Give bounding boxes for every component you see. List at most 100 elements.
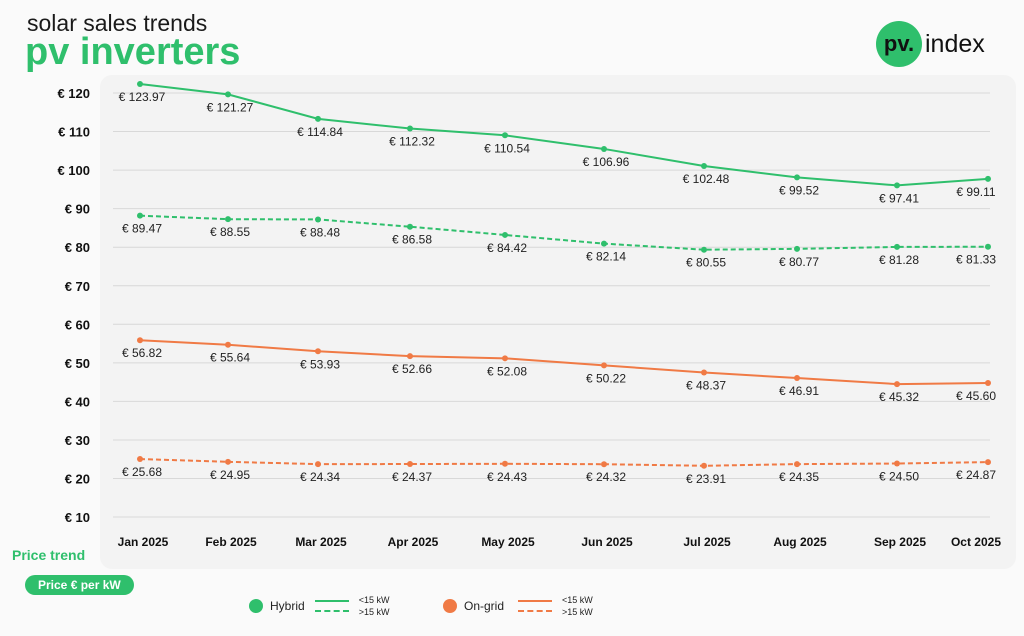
data-point <box>225 216 231 223</box>
y-tick-label: € 50 <box>65 356 90 371</box>
y-tick-label: € 90 <box>65 202 90 217</box>
data-label: € 123.97 <box>119 90 166 104</box>
y-tick-label: € 40 <box>65 394 90 409</box>
data-point <box>137 81 143 88</box>
data-point <box>701 369 707 376</box>
y-tick-label: € 30 <box>65 433 90 448</box>
data-point <box>794 375 800 382</box>
data-label: € 86.58 <box>392 233 432 247</box>
data-point <box>502 460 508 467</box>
data-label: € 110.54 <box>484 141 530 155</box>
data-point <box>407 461 413 468</box>
data-label: € 112.32 <box>389 134 435 148</box>
data-point <box>985 380 991 387</box>
data-point <box>894 243 900 250</box>
data-label: € 45.32 <box>879 390 919 404</box>
x-tick-label: May 2025 <box>481 535 535 549</box>
data-label: € 80.77 <box>779 255 819 269</box>
data-point <box>502 132 508 139</box>
unit-pill: Price € per kW <box>25 575 134 595</box>
data-point <box>225 91 231 98</box>
data-point <box>985 459 991 466</box>
data-label: € 81.28 <box>879 253 919 267</box>
data-label: € 106.96 <box>583 155 630 169</box>
data-label: € 88.48 <box>300 225 340 239</box>
solid-line-icon <box>518 600 553 602</box>
data-label: € 53.93 <box>300 357 340 371</box>
data-point <box>894 182 900 189</box>
data-label: € 24.35 <box>779 470 819 484</box>
data-label: € 24.32 <box>586 470 626 484</box>
data-point <box>315 115 321 122</box>
logo-mark: pv. <box>876 21 922 67</box>
data-point <box>407 125 413 132</box>
data-label: € 89.47 <box>122 222 162 236</box>
data-point <box>985 243 991 250</box>
data-label: € 52.66 <box>392 362 432 376</box>
data-label: € 24.43 <box>487 470 527 484</box>
legend-ongrid: On-grid <15 kW >15 kW <box>443 594 593 618</box>
data-point <box>601 461 607 468</box>
x-tick-label: Aug 2025 <box>773 535 827 549</box>
data-point <box>315 216 321 223</box>
data-label: € 88.55 <box>210 225 250 239</box>
data-point <box>794 245 800 252</box>
data-point <box>315 348 321 355</box>
data-label: € 24.34 <box>300 470 340 484</box>
data-label: € 114.84 <box>297 125 343 139</box>
y-tick-label: € 60 <box>65 317 90 332</box>
data-label: € 84.42 <box>487 241 527 255</box>
data-point <box>502 355 508 362</box>
legend-ongrid-label: On-grid <box>464 599 505 613</box>
data-point <box>894 460 900 467</box>
series-line <box>139 83 989 187</box>
y-tick-label: € 100 <box>57 163 90 178</box>
chart-subtitle: solar sales trends <box>27 10 208 36</box>
data-point <box>137 212 143 219</box>
data-label: € 24.50 <box>879 470 919 484</box>
data-point <box>601 362 607 369</box>
chart-title: pv inverters <box>25 31 241 73</box>
data-label: € 45.60 <box>956 389 996 403</box>
data-label: € 81.33 <box>956 253 996 267</box>
data-label: € 25.68 <box>122 465 162 479</box>
dashed-line-icon <box>314 610 349 612</box>
logo-word: index <box>925 29 985 58</box>
solid-line-icon <box>314 600 349 602</box>
data-point <box>701 462 707 469</box>
data-label: € 50.22 <box>586 371 626 385</box>
data-point <box>315 461 321 468</box>
x-tick-label: Apr 2025 <box>388 535 439 549</box>
data-point <box>225 341 231 348</box>
data-label: € 48.37 <box>686 378 726 392</box>
dashed-line-icon <box>518 610 553 612</box>
data-label: € 102.48 <box>683 172 730 186</box>
series-line <box>139 458 989 467</box>
legend-small: <15 kW <box>358 595 390 605</box>
data-label: € 24.37 <box>392 470 432 484</box>
x-tick-label: Sep 2025 <box>874 535 926 549</box>
data-point <box>894 381 900 388</box>
x-tick-label: Jul 2025 <box>683 535 731 549</box>
y-tick-label: € 70 <box>65 279 90 294</box>
data-point <box>407 223 413 230</box>
data-label: € 80.55 <box>686 256 726 270</box>
data-label: € 55.64 <box>210 351 250 365</box>
y-tick-label: € 20 <box>65 472 90 487</box>
data-point <box>794 461 800 468</box>
y-tick-label: € 120 <box>57 86 90 101</box>
data-label: € 46.91 <box>779 384 819 398</box>
series-line <box>139 214 989 251</box>
ongrid-dot-icon <box>443 599 457 613</box>
legend-small: <15 kW <box>562 595 593 605</box>
data-label: € 121.27 <box>207 100 254 114</box>
data-point <box>407 353 413 360</box>
legend-hybrid: Hybrid <15 kW >15 kW <box>249 594 389 618</box>
data-label: € 23.91 <box>686 472 726 486</box>
data-label: € 56.82 <box>122 346 162 360</box>
legend-large: >15 kW <box>562 607 593 617</box>
data-label: € 99.52 <box>779 183 819 197</box>
data-point <box>794 174 800 181</box>
data-point <box>137 456 143 463</box>
